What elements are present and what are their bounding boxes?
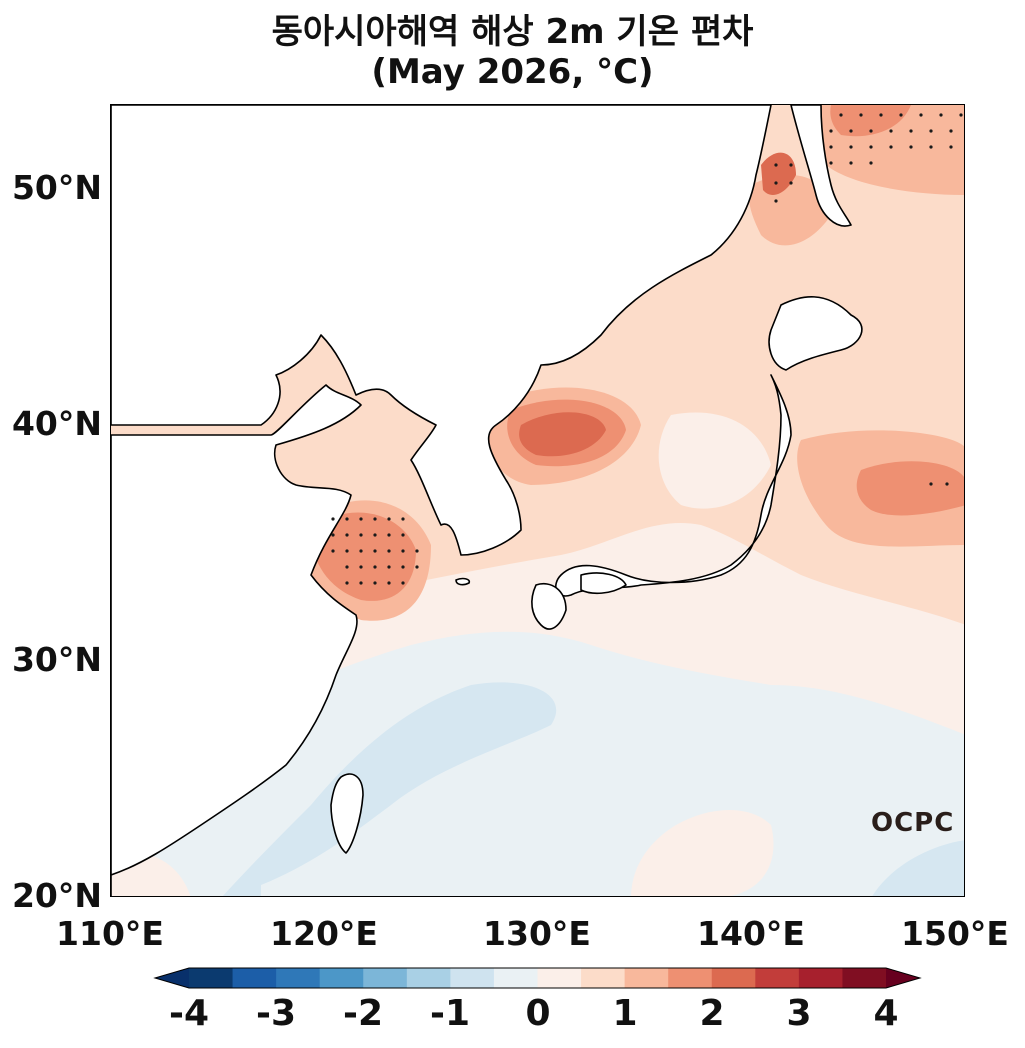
lat-label-50n: 50°N — [11, 168, 102, 207]
sakhalin — [790, 105, 852, 227]
colorbar-label: 3 — [786, 993, 812, 1034]
lon-label-150e: 150°E — [901, 914, 1009, 953]
ocpc-logo: OCPC — [871, 808, 955, 838]
colorbar-segment — [537, 968, 582, 988]
lat-label-40n: 40°N — [11, 404, 102, 443]
colorbar-segment — [842, 968, 887, 988]
shikoku — [580, 572, 627, 595]
anomaly-contour-neg-weak — [872, 840, 964, 896]
colorbar-segment — [450, 968, 495, 988]
lat-label-20n: 20°N — [11, 876, 102, 915]
colorbar-label: -4 — [169, 993, 209, 1034]
colorbar-segment — [319, 968, 364, 988]
colorbar-extend-low — [155, 968, 189, 988]
mainland-china-korea — [111, 384, 362, 896]
colorbar-segment — [189, 968, 234, 988]
colorbar-segment — [363, 968, 408, 988]
kyushu — [531, 583, 567, 630]
colorbar-extend-high — [886, 968, 920, 988]
lon-label-120e: 120°E — [270, 914, 378, 953]
taiwan — [330, 773, 364, 854]
anomaly-contour-pos-weak — [658, 412, 771, 509]
colorbar-segment — [755, 968, 800, 988]
colorbar-label: -3 — [256, 993, 296, 1034]
colorbar — [153, 967, 922, 989]
lon-label-130e: 130°E — [483, 914, 591, 953]
anomaly-contour-pos-3 — [856, 461, 964, 516]
colorbar-label: 2 — [699, 993, 725, 1034]
colorbar-segment — [581, 968, 626, 988]
land-polygons — [111, 105, 863, 896]
map-title: 동아시아해역 해상 2m 기온 편차 — [271, 12, 754, 52]
colorbar-segment — [493, 968, 538, 988]
colorbar-segment — [276, 968, 321, 988]
significance-dots — [331, 113, 963, 585]
anomaly-contour-pos-3 — [830, 105, 911, 137]
anomaly-contour-pos-4 — [519, 412, 606, 457]
colorbar-segment — [668, 968, 713, 988]
colorbar-label: -2 — [343, 993, 383, 1034]
dots-yellow-sea — [331, 517, 419, 585]
jeju-island — [455, 577, 471, 586]
lat-label-30n: 30°N — [11, 640, 102, 679]
anomaly-map-canvas — [111, 105, 964, 896]
colorbar-segment — [406, 968, 451, 988]
hokkaido — [768, 296, 863, 371]
colorbar-label: -1 — [430, 993, 470, 1034]
anomaly-contour-pos-weak — [631, 810, 774, 896]
colorbar-label: 4 — [873, 993, 899, 1034]
mainland-north — [111, 105, 772, 556]
colorbar-segment — [711, 968, 756, 988]
lon-label-110e: 110°E — [56, 914, 164, 953]
colorbar-segment — [232, 968, 277, 988]
lon-label-140e: 140°E — [697, 914, 805, 953]
colorbar-label: 1 — [612, 993, 638, 1034]
map-subtitle: (May 2026, °C) — [371, 52, 654, 92]
colorbar-outline — [153, 967, 922, 989]
dots-east-of-japan — [929, 482, 949, 486]
anomaly-map: OCPC — [110, 104, 965, 897]
colorbar-segment — [624, 968, 669, 988]
colorbar-segment — [798, 968, 843, 988]
anomaly-contour-pos-4 — [761, 152, 796, 195]
dots-okhotsk — [774, 113, 963, 203]
colorbar-label: 0 — [525, 993, 551, 1034]
anomaly-contour-neg-weak — [222, 682, 557, 896]
